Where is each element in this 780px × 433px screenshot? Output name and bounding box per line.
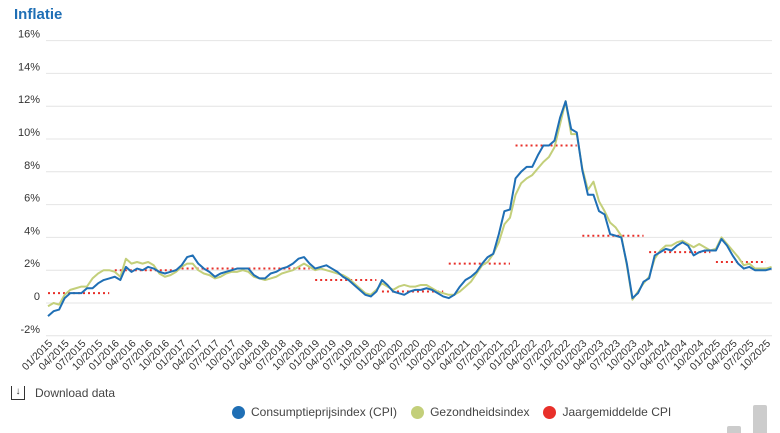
y-tick-label: 8% bbox=[24, 160, 40, 172]
y-tick-label: 6% bbox=[24, 193, 40, 205]
health-index-line bbox=[47, 100, 772, 308]
y-tick-label: 4% bbox=[24, 225, 40, 237]
legend-item-yearly[interactable]: Jaargemiddelde CPI bbox=[543, 405, 671, 419]
bar-chart-icon bbox=[700, 373, 780, 433]
y-tick-label: 12% bbox=[18, 94, 40, 106]
legend-dot-yearly bbox=[543, 405, 557, 419]
y-tick-label: -2% bbox=[20, 324, 40, 336]
legend: Consumptieprijsindex (CPI) Gezondheidsin… bbox=[232, 405, 671, 419]
legend-dot-cpi bbox=[232, 405, 245, 419]
y-tick-label: 2% bbox=[24, 258, 40, 270]
y-tick-label: 10% bbox=[18, 127, 40, 139]
chart-title: Inflatie bbox=[14, 6, 63, 23]
download-data-button[interactable]: ↓ Download data bbox=[11, 386, 115, 400]
y-tick-label: 16% bbox=[18, 29, 40, 41]
legend-label: Jaargemiddelde CPI bbox=[562, 405, 672, 419]
legend-dot-health bbox=[411, 405, 425, 419]
legend-label: Consumptieprijsindex (CPI) bbox=[251, 405, 398, 419]
y-tick-label: 14% bbox=[18, 61, 40, 73]
cpi-line bbox=[47, 100, 772, 317]
legend-label: Gezondheidsindex bbox=[430, 405, 530, 419]
download-label: Download data bbox=[35, 386, 116, 400]
download-icon: ↓ bbox=[11, 386, 25, 400]
legend-item-health[interactable]: Gezondheidsindex bbox=[411, 405, 529, 419]
legend-item-cpi[interactable]: Consumptieprijsindex (CPI) bbox=[232, 405, 397, 419]
y-tick-label: 0 bbox=[34, 291, 40, 303]
